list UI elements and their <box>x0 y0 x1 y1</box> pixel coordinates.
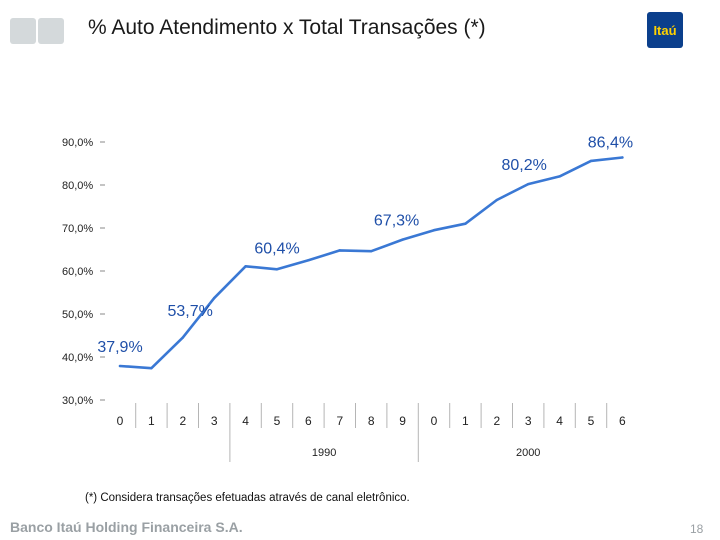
series-line <box>118 156 624 370</box>
x-tick-label: 2 <box>493 414 500 428</box>
footnote: (*) Considera transações efetuadas atrav… <box>85 492 410 504</box>
data-point <box>150 366 153 370</box>
x-tick-label: 0 <box>117 414 124 428</box>
page-title: % Auto Atendimento x Total Transações (*… <box>88 16 486 39</box>
deco-square-left <box>10 18 36 44</box>
data-label: 60,4% <box>254 240 299 257</box>
data-point <box>244 265 247 268</box>
data-label: 80,2% <box>502 157 547 174</box>
x-tick-label: 4 <box>242 414 249 428</box>
y-tick-label: 90,0% <box>62 137 93 149</box>
itau-logo: Itaú <box>647 12 683 48</box>
x-tick-label: 0 <box>431 414 438 428</box>
data-point <box>401 238 404 241</box>
y-tick-label: 50,0% <box>62 309 93 321</box>
data-label: 53,7% <box>168 303 213 320</box>
data-point <box>621 156 624 159</box>
data-label: 86,4% <box>588 134 633 151</box>
x-tick-label: 5 <box>274 414 281 428</box>
x-tick-label: 6 <box>305 414 312 428</box>
data-point <box>338 249 341 252</box>
y-tick-label: 40,0% <box>62 352 93 364</box>
x-tick-label: 4 <box>556 414 563 428</box>
data-point <box>307 259 310 262</box>
data-label: 67,3% <box>374 213 419 230</box>
y-tick-label: 80,0% <box>62 180 93 192</box>
data-point <box>558 175 561 178</box>
data-point <box>181 336 184 339</box>
y-tick-label: 30,0% <box>62 395 93 407</box>
x-tick-label: 3 <box>211 414 218 428</box>
data-point <box>589 159 593 163</box>
y-tick-label: 70,0% <box>62 223 93 235</box>
x-tick-label: 9 <box>399 414 406 428</box>
y-tick-label: 60,0% <box>62 266 93 278</box>
page-number: 18 <box>690 522 704 536</box>
data-point <box>495 198 498 202</box>
data-point <box>275 268 279 271</box>
deco-square-right <box>38 18 64 44</box>
data-point <box>370 250 373 253</box>
decorative-squares <box>10 18 66 44</box>
x-tick-label: 8 <box>368 414 375 428</box>
x-tick-label: 3 <box>525 414 532 428</box>
x-tick-label: 5 <box>588 414 595 428</box>
data-label: 37,9% <box>97 339 142 356</box>
data-point <box>213 296 216 300</box>
data-point <box>118 364 122 368</box>
company-name: Banco Itaú Holding Financeira S.A. <box>10 519 243 535</box>
data-point <box>464 222 467 225</box>
data-point <box>432 228 436 232</box>
x-tick-label: 2 <box>179 414 186 428</box>
x-tick-label: 6 <box>619 414 626 428</box>
x-tick-label: 1 <box>148 414 155 428</box>
data-point <box>527 182 530 186</box>
x-tick-label: 7 <box>336 414 343 428</box>
x-group-label: 2000 <box>516 447 540 459</box>
x-group-label: 1990 <box>312 447 336 459</box>
x-tick-label: 1 <box>462 414 469 428</box>
